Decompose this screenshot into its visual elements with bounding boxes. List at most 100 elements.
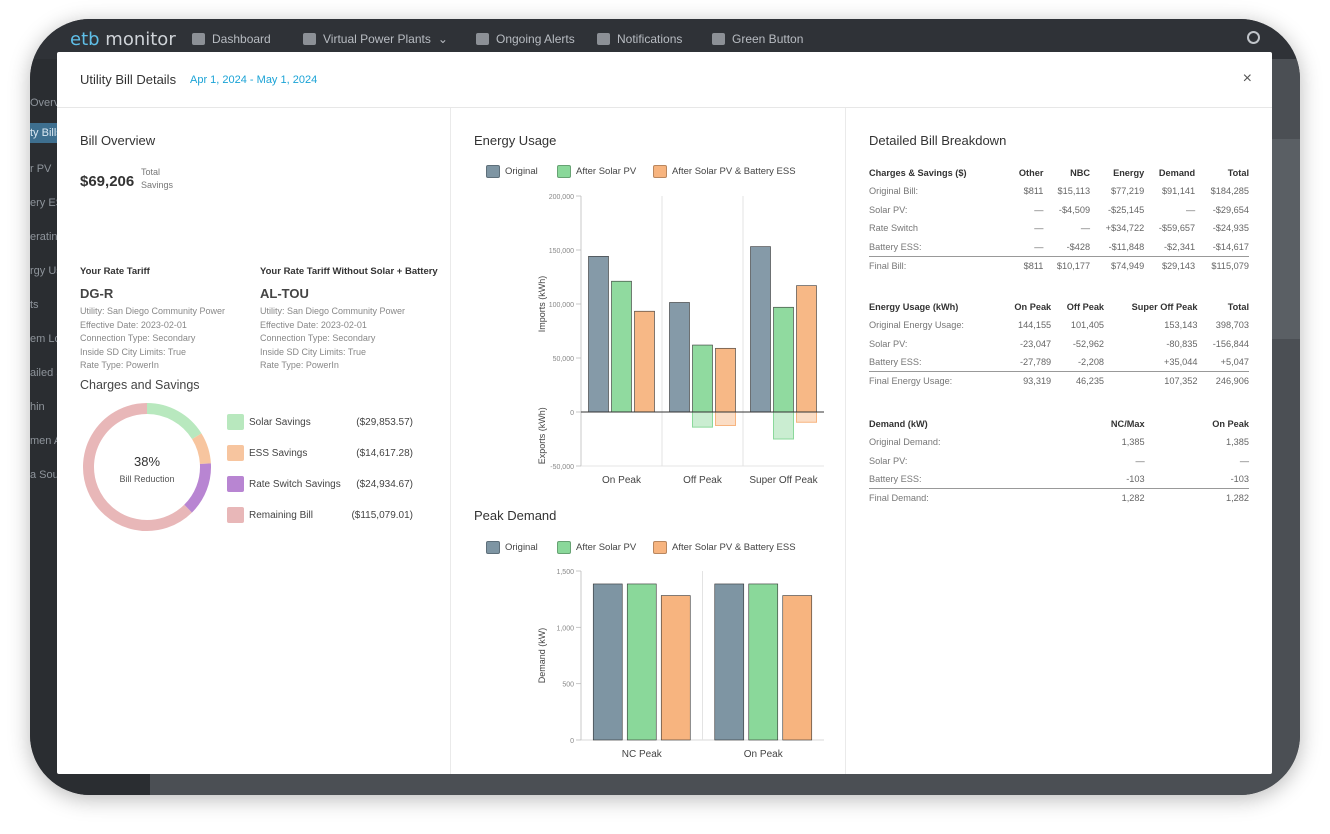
export-bar xyxy=(796,411,817,423)
utility-bill-modal: Utility Bill Details Apr 1, 2024 - May 1… xyxy=(57,52,1272,774)
nav-green-button[interactable]: Green Button xyxy=(712,32,803,46)
breakdown-title: Detailed Bill Breakdown xyxy=(869,133,1007,148)
tariff-details: Utility: San Diego Community Power Effec… xyxy=(80,306,226,370)
charges-savings-title: Charges and Savings xyxy=(80,378,200,392)
sidebar-item[interactable]: Overvi xyxy=(30,97,62,109)
swatch xyxy=(557,165,571,178)
total-savings-value: $69,206 xyxy=(80,173,135,190)
sidebar-item[interactable]: ailed S xyxy=(30,367,64,379)
table-final-row: Final Energy Usage: 93,319 46,235 107,352 24… xyxy=(869,371,1249,391)
brand-logo[interactable]: etb monitor xyxy=(70,29,176,50)
y-tick-label: 500 xyxy=(562,682,574,689)
section-title: Bill Overview xyxy=(80,133,156,148)
legend-after-solar: After Solar PV xyxy=(557,165,636,178)
bar xyxy=(750,246,771,413)
nav-dashboard[interactable]: Dashboard xyxy=(192,32,271,46)
sidebar-item[interactable]: em Lo xyxy=(30,333,61,345)
sidebar-item[interactable]: rgy Us xyxy=(30,265,62,277)
legend-after-solar-battery: After Solar PV & Battery ESS xyxy=(653,541,796,554)
y-tick-label: 1,000 xyxy=(556,625,574,632)
close-icon[interactable]: × xyxy=(1242,70,1252,87)
table-row: Solar PV: — — xyxy=(869,455,1249,466)
y-tick-label: 50,000 xyxy=(553,356,575,363)
legend-original: Original xyxy=(486,541,538,554)
tariff-heading: Your Rate Tariff xyxy=(80,266,150,277)
bar xyxy=(626,583,657,741)
legend-after-solar-battery: After Solar PV & Battery ESS xyxy=(653,165,796,178)
legend-original: Original xyxy=(486,165,538,178)
chevron-down-icon: ⌄ xyxy=(437,32,448,46)
energy-usage-chart: -50,000 0 50,000 100,000 150,000 200,000 On Pe… xyxy=(537,194,824,486)
mail-icon xyxy=(597,33,610,45)
dashboard-icon xyxy=(192,33,205,45)
download-icon xyxy=(712,33,725,45)
peak-demand-chart: 0 500 1,000 1,500 NC Peak On Peak Demand (kW) xyxy=(537,569,824,760)
y-tick-label: 0 xyxy=(570,738,574,745)
bar xyxy=(592,583,623,741)
sidebar-item[interactable]: hin xyxy=(30,401,45,413)
charts-panel: Energy Usage Original After Solar PV Aft… xyxy=(451,108,846,774)
bar xyxy=(660,595,691,741)
table-row: Original Energy Usage: 144,155 101,405 153,… xyxy=(869,320,1249,331)
bar xyxy=(588,256,609,413)
table-row: Solar PV: — -$4,509 -$25,145— -$29,654 xyxy=(869,204,1249,215)
x-tick-label: NC Peak xyxy=(622,749,663,760)
energy-usage-title: Energy Usage xyxy=(474,133,557,148)
bar xyxy=(611,280,632,413)
sidebar-item[interactable]: men A xyxy=(30,435,62,447)
y-tick-label: 150,000 xyxy=(549,248,574,255)
swatch xyxy=(486,165,500,178)
table-row: Solar PV: -23,047 -52,962 -80,835 -156,844 xyxy=(869,338,1249,349)
table-row: Original Demand: 1,385 1,385 xyxy=(869,437,1249,448)
swatch xyxy=(227,476,244,492)
date-range: Apr 1, 2024 - May 1, 2024 xyxy=(190,74,318,86)
sidebar-item[interactable]: erating xyxy=(30,231,64,243)
swatch xyxy=(227,445,244,461)
energy-usage-table: Energy Usage (kWh) On Peak Off Peak Supe… xyxy=(869,297,1249,391)
donut-segment xyxy=(184,463,211,513)
plant-icon xyxy=(303,33,316,45)
swatch xyxy=(227,507,244,523)
bar xyxy=(773,306,794,413)
sidebar-item[interactable]: r PV xyxy=(30,163,52,175)
y-axis-label: Demand (kW) xyxy=(537,628,547,684)
sidebar-item[interactable]: a Sou xyxy=(30,469,59,481)
tariff-details: Utility: San Diego Community Power Effec… xyxy=(260,306,406,370)
y-tick-label: 0 xyxy=(570,410,574,417)
swatch xyxy=(227,414,244,430)
table-final-row: Final Bill: $811 $10,177 $74,949 $29,143 $115… xyxy=(869,255,1249,275)
nav-notifications[interactable]: Notifications xyxy=(597,32,682,46)
bar xyxy=(634,310,655,413)
peak-demand-title: Peak Demand xyxy=(474,508,557,523)
export-bar xyxy=(692,411,713,428)
table-row: Battery ESS: -103 -103 xyxy=(869,474,1249,485)
donut-percent: 38% xyxy=(133,454,161,469)
nav-ongoing-alerts[interactable]: Ongoing Alerts xyxy=(476,32,575,46)
donut-label: Bill Reduction xyxy=(119,474,175,484)
donut-segment xyxy=(191,433,211,465)
bill-reduction-donut xyxy=(83,403,211,531)
demand-table: Demand (kW) NC/Max On Peak Original Dema… xyxy=(869,414,1249,508)
export-bar xyxy=(773,411,794,440)
total-savings-label: Total Savings xyxy=(141,167,174,190)
legend-ess-savings: ESS Savings ($14,617.28) xyxy=(227,445,413,461)
table-final-row: Final Demand: 1,282 1,282 xyxy=(869,488,1249,508)
tariff-code: DG-R xyxy=(80,286,114,301)
legend-remaining-bill: Remaining Bill ($115,079.01) xyxy=(227,507,413,523)
sidebar-item[interactable]: ts xyxy=(30,299,39,311)
search-icon[interactable] xyxy=(1247,31,1260,44)
y-axis-label-exports: Exports (kWh) xyxy=(537,407,547,464)
swatch xyxy=(653,165,667,178)
swatch xyxy=(486,541,500,554)
detailed-breakdown-panel: Detailed Bill Breakdown Charges & Saving… xyxy=(846,108,1272,774)
tariff-code: AL-TOU xyxy=(260,286,309,301)
swatch xyxy=(557,541,571,554)
bar xyxy=(714,583,745,741)
donut-segment xyxy=(83,403,192,531)
charges-table: Charges & Savings ($) Other NBC Energy D… xyxy=(869,163,1249,275)
y-tick-label: 200,000 xyxy=(549,194,574,201)
nav-virtual-power-plants[interactable]: Virtual Power Plants ⌄ xyxy=(303,32,448,46)
x-tick-label: Super Off Peak xyxy=(749,475,818,486)
table-row: Rate Switch — — +$34,722 -$59,657 -$24,935 xyxy=(869,223,1249,234)
bill-overview-panel: Bill Overview $69,206 Total Savings Your… xyxy=(57,108,451,774)
